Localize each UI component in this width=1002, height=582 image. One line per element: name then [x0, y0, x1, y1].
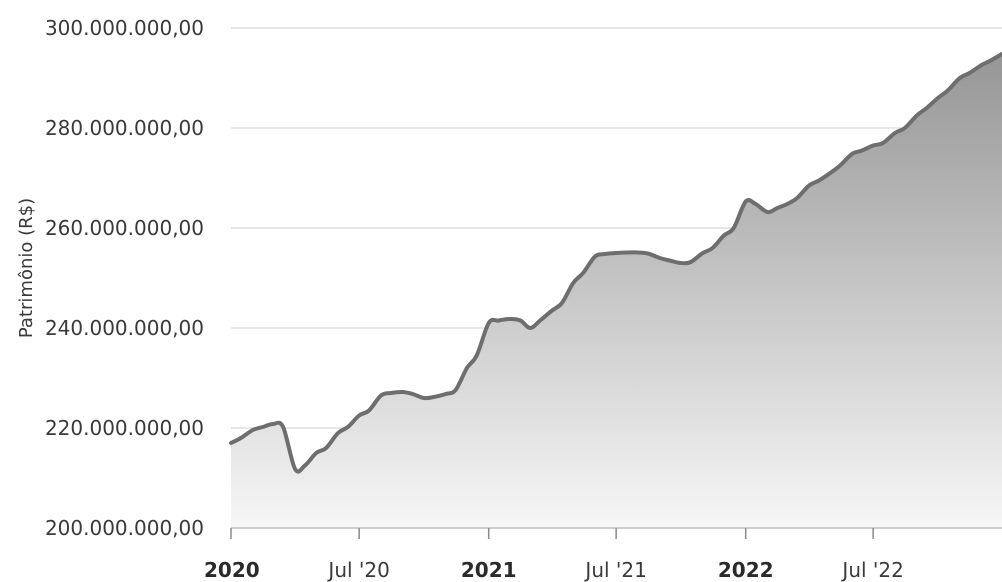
- y-tick-label: 300.000.000,00: [45, 16, 204, 40]
- y-tick-label: 220.000.000,00: [45, 416, 204, 440]
- series-area-fill: [231, 54, 1002, 528]
- series-line: [229, 52, 1002, 474]
- y-axis-tick-labels: 200.000.000,00 220.000.000,00 240.000.000,…: [45, 16, 204, 540]
- y-axis-title: Patrimônio (R$): [16, 198, 37, 338]
- x-axis-tick-labels: 2020 Jul '20 2021 Jul '21 2022 Jul '22: [204, 558, 904, 582]
- x-tick-label: Jul '20: [326, 558, 389, 582]
- x-axis: [230, 527, 1002, 539]
- x-tick-label: Jul '22: [840, 558, 903, 582]
- y-tick-label: 260.000.000,00: [45, 216, 204, 240]
- y-tick-label: 240.000.000,00: [45, 316, 204, 340]
- series-line-layer: [229, 52, 1002, 474]
- area-fill-layer: [231, 54, 1002, 528]
- y-tick-label: 280.000.000,00: [45, 116, 204, 140]
- x-tick-label: 2020: [204, 558, 260, 582]
- y-tick-label: 200.000.000,00: [45, 516, 204, 540]
- x-tick-label: 2021: [461, 558, 517, 582]
- x-tick-label: 2022: [718, 558, 774, 582]
- x-tick-label: Jul '21: [583, 558, 646, 582]
